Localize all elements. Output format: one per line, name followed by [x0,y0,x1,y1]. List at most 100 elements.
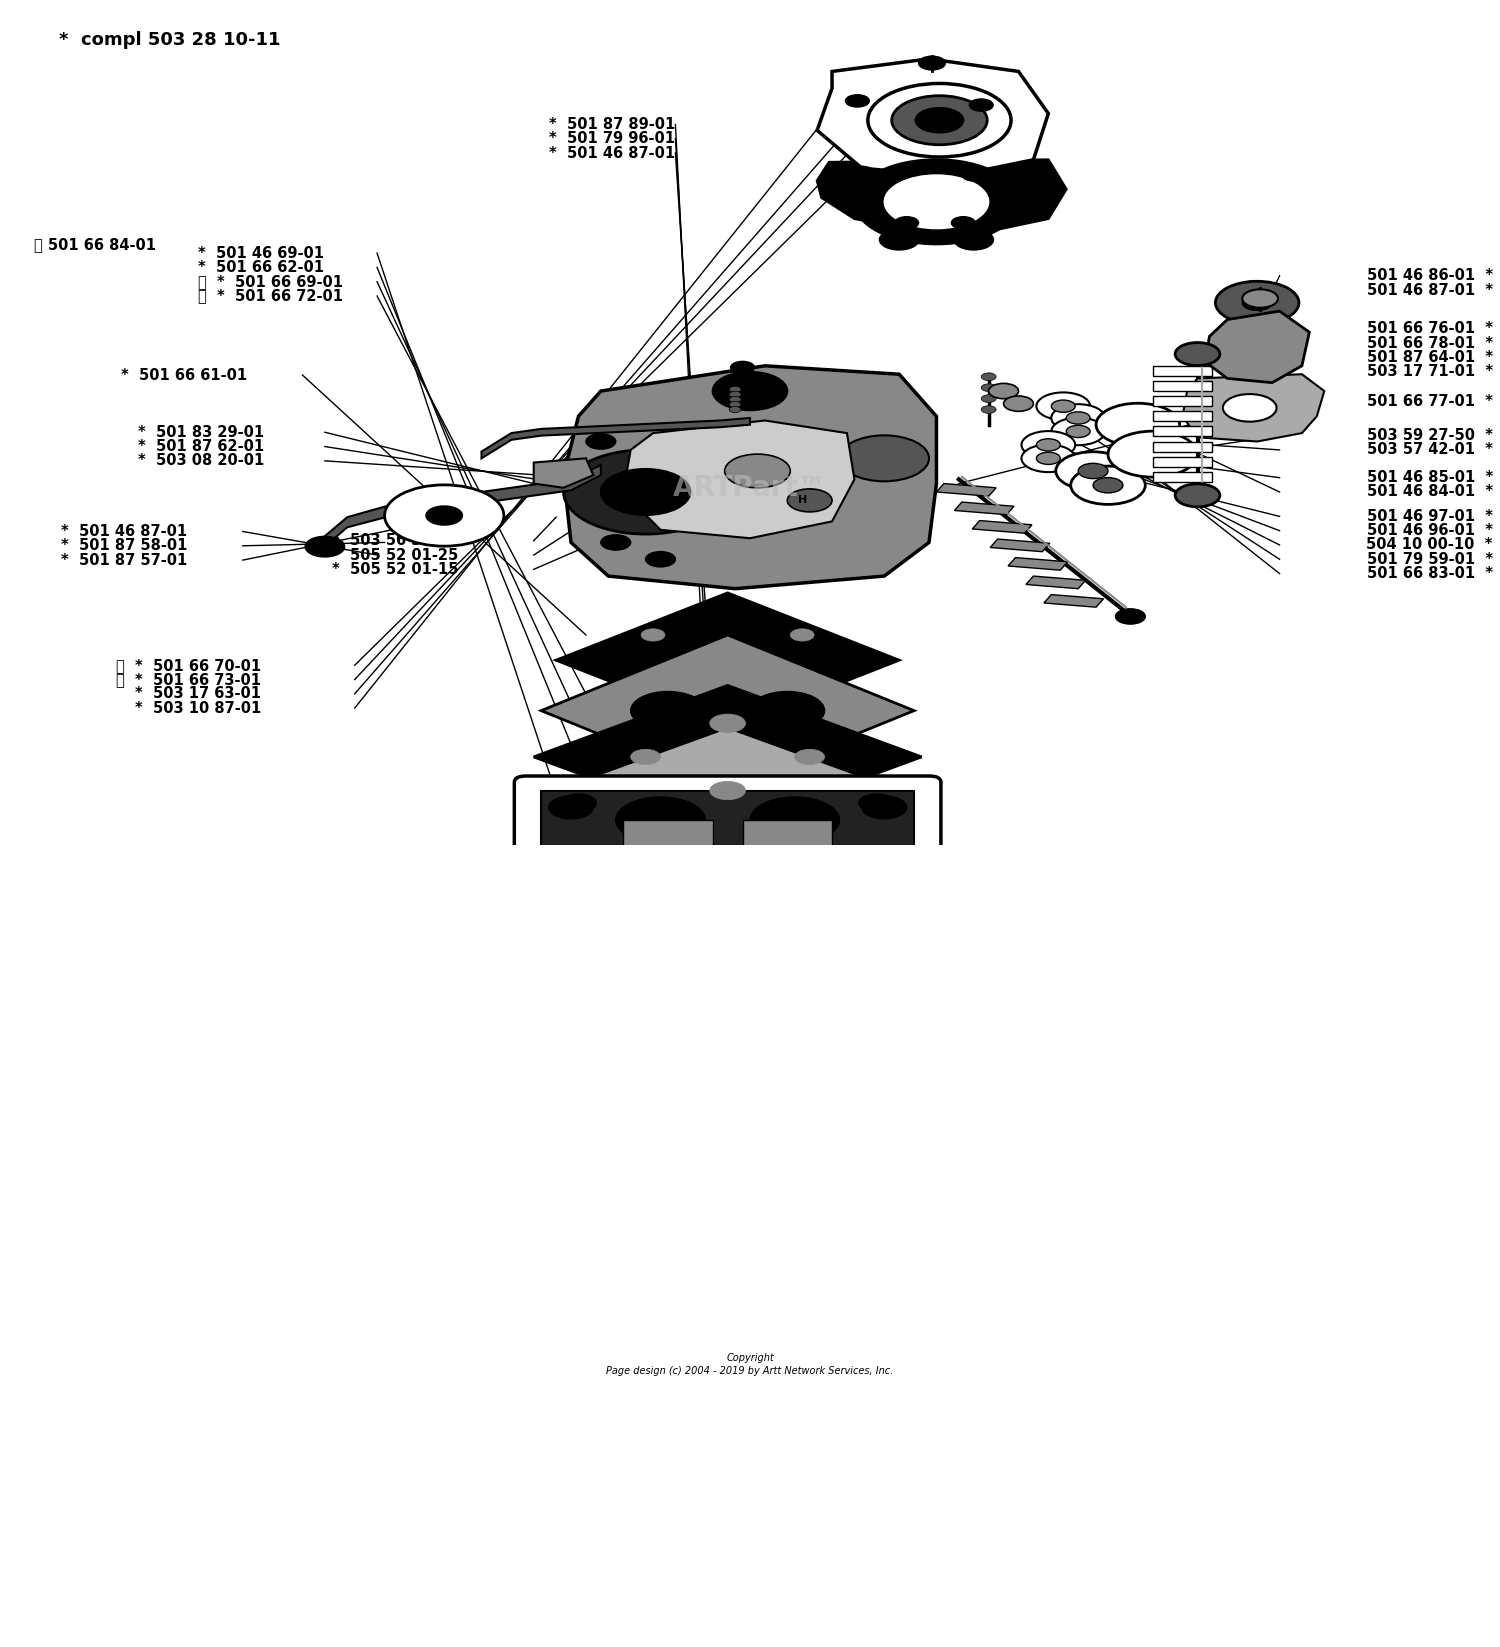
Circle shape [705,955,750,978]
Circle shape [1116,609,1146,624]
Circle shape [840,435,928,481]
Circle shape [426,506,462,525]
Polygon shape [534,458,594,488]
Circle shape [1174,343,1219,366]
Circle shape [981,384,996,392]
Circle shape [694,965,760,998]
Polygon shape [972,520,1032,534]
Text: 501 46 86-01  *: 501 46 86-01 * [1366,268,1492,283]
Bar [542,791,914,883]
Bar [1152,380,1212,390]
Text: Ⓐ  *  501 66 73-01: Ⓐ * 501 66 73-01 [116,672,261,687]
Polygon shape [818,59,1048,176]
Circle shape [729,387,741,392]
Circle shape [630,749,660,764]
Text: 501 87 64-01  *: 501 87 64-01 * [1366,349,1492,366]
Text: 501 66 76-01  *: 501 66 76-01 * [1366,321,1492,336]
Polygon shape [936,484,996,496]
Circle shape [1052,418,1106,445]
Circle shape [306,537,345,557]
Circle shape [951,217,975,229]
Circle shape [710,781,746,800]
Circle shape [988,384,1018,399]
Circle shape [1036,453,1060,464]
Circle shape [1004,395,1034,412]
Circle shape [586,433,615,450]
Circle shape [880,229,918,250]
Circle shape [1066,412,1090,423]
Text: *  505 52 01-25: * 505 52 01-25 [333,547,459,563]
Circle shape [1036,438,1060,451]
Circle shape [1022,432,1076,458]
Circle shape [698,695,758,726]
Circle shape [710,715,746,733]
Circle shape [1078,463,1108,479]
Text: H: H [798,496,807,506]
Circle shape [729,402,741,407]
Circle shape [1215,282,1299,324]
Circle shape [729,397,741,402]
Bar [622,820,712,866]
Text: Copyright: Copyright [726,1354,774,1364]
Circle shape [891,96,987,145]
Text: 501 66 83-01  *: 501 66 83-01 * [1366,567,1492,581]
Circle shape [954,229,993,250]
Circle shape [712,372,788,410]
Circle shape [602,469,690,516]
Circle shape [1052,404,1106,432]
Circle shape [790,629,814,641]
Circle shape [564,450,728,534]
Text: *  505 52 01-15: * 505 52 01-15 [333,562,459,576]
Text: 501 46 97-01  *: 501 46 97-01 * [1366,509,1492,524]
Circle shape [705,649,750,672]
Circle shape [1174,484,1219,507]
Circle shape [850,166,874,178]
Polygon shape [519,728,936,879]
Polygon shape [1008,558,1068,570]
Text: *  503 56 34-01: * 503 56 34-01 [333,534,459,548]
Text: *  501 46 87-01: * 501 46 87-01 [549,145,675,160]
Polygon shape [1182,374,1324,441]
Text: 503 17 71-01  *: 503 17 71-01 * [1366,364,1492,379]
Text: *  501 79 96-01: * 501 79 96-01 [549,132,675,147]
Circle shape [712,973,742,990]
Polygon shape [1026,576,1086,588]
Circle shape [729,392,741,397]
Circle shape [730,361,754,374]
Circle shape [750,692,825,730]
Circle shape [1036,392,1090,420]
Text: *  501 66 61-01: * 501 66 61-01 [120,367,246,382]
Circle shape [981,405,996,413]
Bar [1152,366,1212,376]
Circle shape [788,489,832,512]
Circle shape [1071,466,1146,504]
Polygon shape [818,160,1066,231]
Text: 501 66 77-01  *: 501 66 77-01 * [1366,395,1492,410]
Bar [1152,456,1212,466]
Polygon shape [1044,595,1104,608]
Text: *  501 46 69-01: * 501 46 69-01 [198,245,324,260]
Circle shape [846,96,870,107]
Circle shape [602,535,630,550]
Circle shape [918,56,945,69]
Polygon shape [318,464,602,552]
Circle shape [729,407,741,413]
Circle shape [795,749,825,764]
Polygon shape [564,366,936,588]
Text: Ⓐ 501 66 84-01: Ⓐ 501 66 84-01 [34,237,156,252]
Text: *  501 87 57-01: * 501 87 57-01 [62,553,188,568]
Text: Page design (c) 2004 - 2019 by Artt Network Services, Inc.: Page design (c) 2004 - 2019 by Artt Netw… [606,1365,894,1375]
Circle shape [549,796,594,819]
Circle shape [1022,445,1076,473]
Circle shape [894,217,918,229]
Circle shape [561,794,597,812]
Circle shape [1242,295,1272,310]
Circle shape [981,395,996,402]
Bar [1152,395,1212,407]
Polygon shape [556,593,898,728]
Bar [1152,471,1212,483]
Circle shape [862,796,906,819]
Text: *  503 08 20-01: * 503 08 20-01 [138,453,264,468]
Text: 501 46 84-01  *: 501 46 84-01 * [1366,484,1492,499]
Circle shape [859,794,894,812]
